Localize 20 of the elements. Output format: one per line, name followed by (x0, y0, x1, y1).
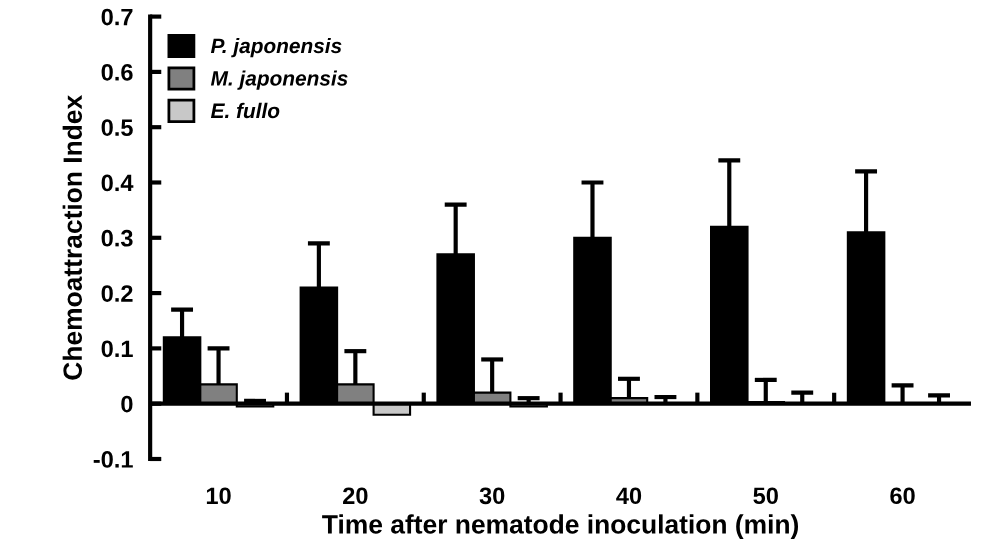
legend-label: E. fullo (210, 102, 280, 119)
legend-label: M. japonensis (210, 70, 348, 90)
x-tick-label: 40 (616, 487, 642, 505)
y-tick-label: -0.1 (93, 451, 133, 468)
x-tick-label: 60 (890, 487, 915, 505)
y-tick-label: 0 (121, 395, 133, 413)
x-tick-label: 50 (753, 487, 778, 505)
y-tick-label: 0.1 (101, 340, 133, 358)
y-tick-label: 0.6 (101, 63, 133, 81)
y-tick-label: 0.2 (101, 285, 133, 302)
y-axis-title: Chemoattraction Index (62, 95, 83, 380)
y-tick-label: 0.3 (101, 229, 133, 247)
y-tick-label: 0.7 (101, 8, 133, 26)
x-tick-label: 10 (206, 487, 231, 505)
x-tick-label: 30 (479, 487, 505, 505)
x-tick-label: 20 (343, 487, 368, 505)
y-tick-label: 0.4 (101, 174, 134, 192)
y-tick-label: 0.5 (101, 119, 133, 136)
x-axis-title: Time after nematode inoculation (min) (322, 514, 799, 539)
legend-label: P. japonensis (210, 37, 342, 58)
